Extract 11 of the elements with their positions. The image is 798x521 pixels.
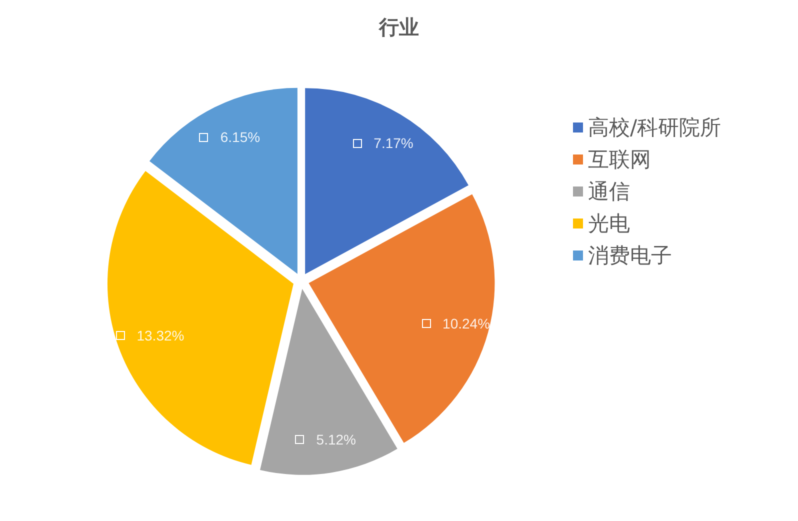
data-label: 6.15% (220, 129, 260, 146)
legend-label: 光电 (588, 212, 630, 236)
data-label: 5.12% (316, 432, 356, 448)
legend-label: 高校/科研院所 (588, 116, 722, 140)
data-label: 10.24% (442, 315, 490, 332)
legend-label: 互联网 (588, 148, 651, 172)
data-label: 7.17% (374, 135, 414, 152)
data-label: 13.32% (136, 327, 184, 344)
legend-label: 通信 (588, 180, 630, 204)
legend-label: 消费电子 (588, 244, 672, 268)
chart-title: 行业 (378, 15, 419, 39)
